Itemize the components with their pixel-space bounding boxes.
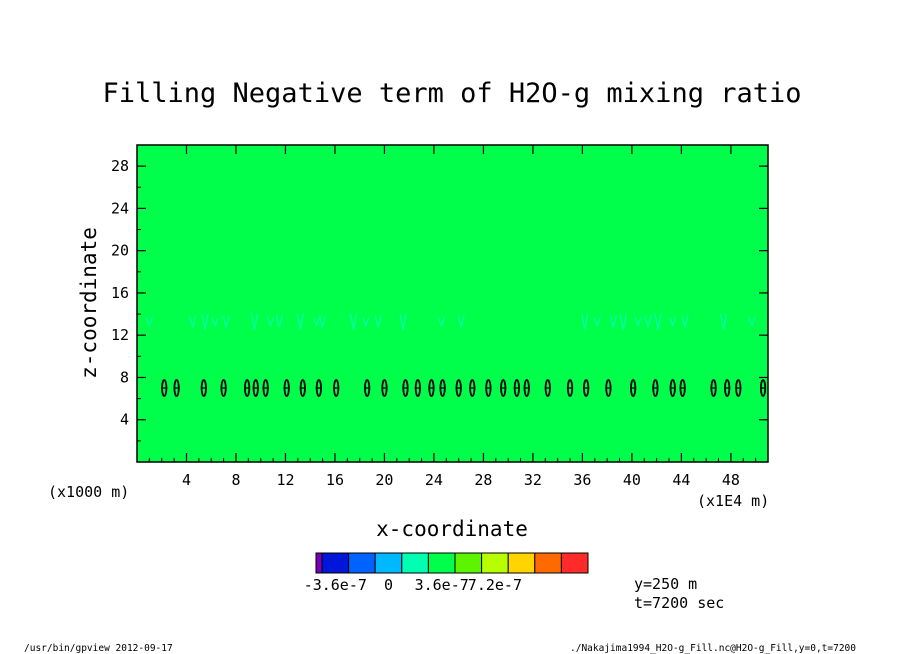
trace-mark xyxy=(189,315,197,328)
trace-mark xyxy=(319,315,327,328)
y-info: y=250 m xyxy=(634,575,697,593)
x-tick-label: 48 xyxy=(722,471,740,489)
colorbar-swatch xyxy=(321,552,350,574)
trace-mark xyxy=(609,315,617,328)
trace-mark xyxy=(634,317,642,328)
footer-left: /usr/bin/gpview 2012-09-17 xyxy=(24,643,173,654)
x-tick-label: 36 xyxy=(573,471,591,489)
footer-right: ./Nakajima1994_H2O-g_Fill.nc@H2O-g_Fill,… xyxy=(570,643,856,654)
y-tick-label: 4 xyxy=(120,411,129,429)
trace-mark xyxy=(312,317,320,328)
x-tick-label: 40 xyxy=(623,471,641,489)
y-axis-label: z-coordinate xyxy=(77,227,101,379)
trace-mark xyxy=(201,313,209,330)
trace-mark xyxy=(362,317,370,328)
x-tick-label: 24 xyxy=(425,471,443,489)
trace-mark xyxy=(681,315,689,328)
t-info: t=7200 sec xyxy=(634,594,724,612)
trace-mark xyxy=(374,315,382,328)
y-tick-label: 16 xyxy=(111,284,129,302)
x-tick-label: 32 xyxy=(524,471,542,489)
colorbar-swatch xyxy=(427,552,456,574)
x-tick-label: 20 xyxy=(375,471,393,489)
trace-mark xyxy=(267,317,275,328)
colorbar-label: -3.6e-7 xyxy=(304,576,367,594)
y-tick-label: 20 xyxy=(111,242,129,260)
x-tick-label: 8 xyxy=(231,471,240,489)
trace-mark xyxy=(619,313,627,330)
x-tick-label: 44 xyxy=(672,471,690,489)
trace-mark xyxy=(145,317,153,328)
trace-mark xyxy=(399,313,407,330)
y-tick-label: 28 xyxy=(111,157,129,175)
trace-mark xyxy=(349,313,358,330)
chart-title: Filling Negative term of H2O-g mixing ra… xyxy=(103,78,802,109)
trace-mark xyxy=(644,315,652,328)
trace-mark xyxy=(748,317,756,328)
y-tick-label: 24 xyxy=(111,199,129,217)
trace-mark xyxy=(437,317,445,328)
colorbar-label: 0 xyxy=(384,576,393,594)
x-tick-label: 28 xyxy=(474,471,492,489)
x-tick-label: 12 xyxy=(276,471,294,489)
colorbar xyxy=(315,552,589,574)
trace-mark xyxy=(654,313,662,330)
trace-mark xyxy=(222,315,230,328)
y-tick-label: 8 xyxy=(120,368,129,386)
trace-mark xyxy=(457,315,465,328)
colorbar-swatch xyxy=(534,552,562,574)
x-axis-label: x-coordinate xyxy=(376,517,528,541)
trace-mark xyxy=(581,313,589,330)
plot-frame xyxy=(136,144,769,463)
colorbar-swatch xyxy=(348,552,376,574)
trace-mark xyxy=(593,317,601,328)
trace-mark xyxy=(296,313,304,330)
colorbar-labels: -3.6e-7 0 3.6e-7 7.2e-7 xyxy=(304,576,522,594)
colorbar-swatch xyxy=(315,552,323,574)
x-axis: 4 8 12 16 20 24 28 32 36 40 44 48 xyxy=(148,145,757,489)
colorbar-swatch xyxy=(454,552,483,574)
plot-area xyxy=(137,145,768,462)
trace-mark xyxy=(211,317,219,328)
y-tick-label: 12 xyxy=(111,326,129,344)
colorbar-swatch xyxy=(507,552,536,574)
y-axis: 4 8 12 16 20 24 28 xyxy=(111,157,768,442)
colorbar-label: 3.6e-7 xyxy=(415,576,469,594)
negative-contour-band xyxy=(161,379,767,397)
trace-mark xyxy=(250,313,259,330)
x-tick-label: 4 xyxy=(182,471,191,489)
trace-mark xyxy=(275,315,283,328)
colorbar-swatch xyxy=(560,552,589,574)
x-tick-label: 16 xyxy=(326,471,344,489)
x-unit-right: (x1E4 m) xyxy=(697,492,769,510)
colorbar-label: 7.2e-7 xyxy=(468,576,522,594)
colorbar-swatch xyxy=(481,552,509,574)
colorbar-swatch xyxy=(374,552,403,574)
trace-band xyxy=(145,313,756,330)
trace-mark xyxy=(669,317,677,328)
colorbar-swatch xyxy=(401,552,429,574)
x-unit-left: (x1000 m) xyxy=(48,483,129,501)
trace-mark xyxy=(719,313,728,330)
